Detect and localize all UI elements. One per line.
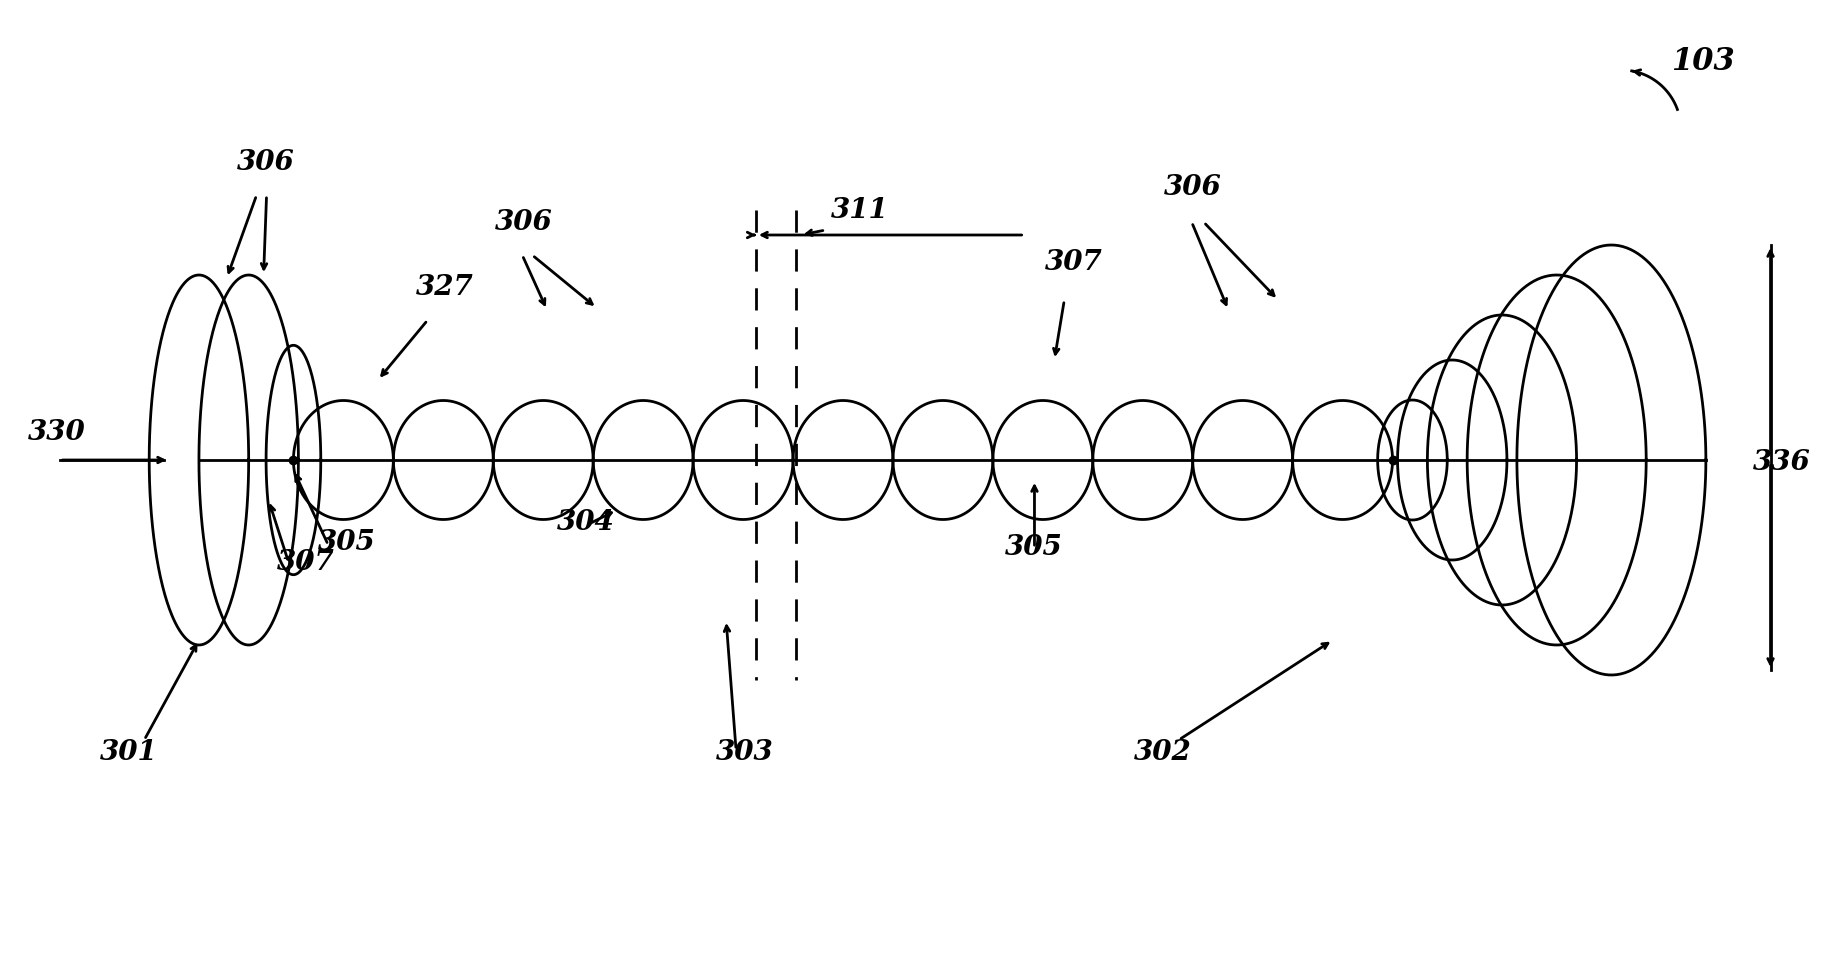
Text: 307: 307 (1045, 249, 1101, 276)
Text: 330: 330 (27, 419, 86, 446)
Text: 305: 305 (1004, 534, 1061, 561)
Text: 306: 306 (237, 149, 294, 176)
Text: 306: 306 (496, 209, 552, 236)
Text: 304: 304 (556, 509, 614, 536)
Text: 327: 327 (416, 274, 474, 301)
Text: 301: 301 (100, 739, 157, 766)
Text: 103: 103 (1670, 46, 1734, 77)
Text: 306: 306 (1163, 174, 1221, 201)
Text: 336: 336 (1752, 449, 1810, 476)
Text: 311: 311 (829, 197, 888, 224)
Text: 305: 305 (319, 529, 376, 556)
Text: 302: 302 (1134, 739, 1190, 766)
Text: 307: 307 (277, 549, 334, 576)
Text: 303: 303 (716, 739, 773, 766)
